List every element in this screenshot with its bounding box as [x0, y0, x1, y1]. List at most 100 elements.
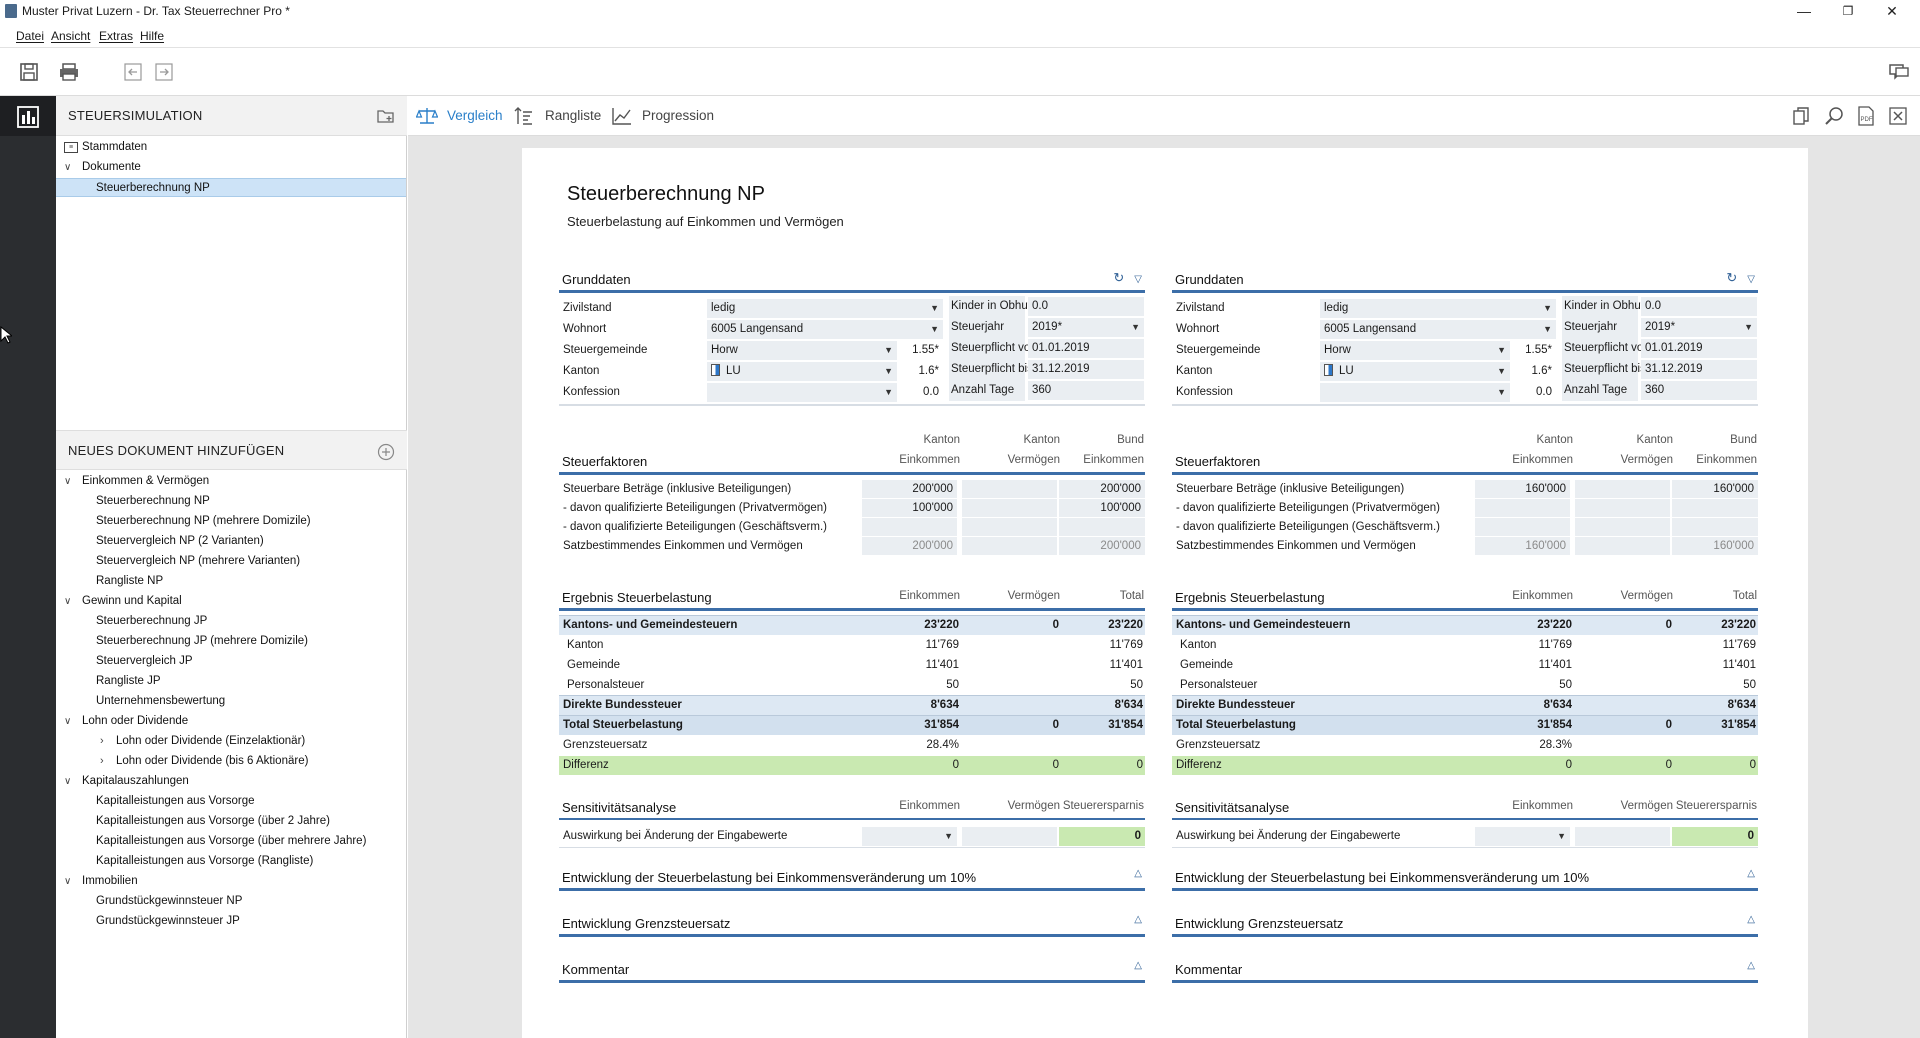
input-field[interactable]: 2019* ▼: [1028, 318, 1144, 337]
refresh-icon[interactable]: ↻: [1726, 270, 1738, 285]
tree-item[interactable]: Rangliste JP: [56, 672, 406, 691]
select-field[interactable]: ledig ▼: [707, 299, 943, 318]
amount-input[interactable]: [1575, 537, 1670, 555]
dropdown-icon[interactable]: ▽: [1134, 274, 1142, 285]
tree-item[interactable]: › Lohn oder Dividende (Einzelaktionär): [56, 732, 406, 751]
print-icon[interactable]: [58, 62, 80, 84]
tree-item[interactable]: Rangliste NP: [56, 572, 406, 591]
collapse-icon[interactable]: △: [1747, 914, 1755, 925]
chevron-right-icon[interactable]: ›: [100, 755, 104, 767]
tree-item[interactable]: Steuerberechnung JP (mehrere Domizile): [56, 632, 406, 651]
add-circle-icon[interactable]: [377, 443, 395, 461]
tree-item[interactable]: Kapitalleistungen aus Vorsorge (über meh…: [56, 832, 406, 851]
multiplier-value[interactable]: 0.0: [1514, 383, 1556, 402]
amount-input[interactable]: [962, 537, 1057, 555]
collapse-icon[interactable]: △: [1134, 868, 1142, 879]
select-field[interactable]: ▼: [707, 383, 897, 402]
amount-input[interactable]: 160'000: [1475, 480, 1570, 498]
amount-input[interactable]: [1059, 518, 1145, 536]
add-folder-icon[interactable]: [377, 108, 395, 124]
tab-rangliste[interactable]: Rangliste: [545, 108, 602, 123]
tab-progression[interactable]: Progression: [642, 108, 715, 123]
save-icon[interactable]: [18, 62, 40, 84]
select-field[interactable]: LU ▼: [1320, 362, 1510, 381]
multiplier-value[interactable]: 1.6*: [901, 362, 943, 381]
copy-document-icon[interactable]: [1792, 106, 1812, 126]
chat-icon[interactable]: [1888, 62, 1910, 84]
chevron-down-icon[interactable]: ∨: [64, 596, 72, 607]
select-field[interactable]: Horw ▼: [707, 341, 897, 360]
back-arrow-icon[interactable]: [122, 62, 144, 84]
input-field[interactable]: 2019* ▼: [1641, 318, 1757, 337]
sensitivity-input[interactable]: [1575, 827, 1670, 846]
amount-input[interactable]: [962, 518, 1057, 536]
amount-input[interactable]: 160'000: [1475, 537, 1570, 555]
sensitivity-input[interactable]: [962, 827, 1057, 846]
amount-input[interactable]: [1475, 499, 1570, 517]
input-field[interactable]: 360: [1028, 381, 1144, 400]
amount-input[interactable]: 160'000: [1672, 480, 1758, 498]
chevron-down-icon[interactable]: ∨: [64, 476, 72, 487]
chevron-down-icon[interactable]: ∨: [64, 716, 72, 727]
tree-item[interactable]: Grundstückgewinnsteuer JP: [56, 912, 406, 931]
amount-input[interactable]: [1475, 518, 1570, 536]
chevron-down-icon[interactable]: ∨: [64, 776, 72, 787]
input-field[interactable]: 31.12.2019: [1028, 360, 1144, 379]
chevron-right-icon[interactable]: ›: [100, 735, 104, 747]
multiplier-value[interactable]: 0.0: [901, 383, 943, 402]
tree-item[interactable]: Steuerberechnung NP (mehrere Domizile): [56, 512, 406, 531]
tree-item[interactable]: Unternehmensbewertung: [56, 692, 406, 711]
select-field[interactable]: LU ▼: [707, 362, 897, 381]
amount-input[interactable]: [1672, 499, 1758, 517]
input-field[interactable]: 0.0: [1028, 297, 1144, 316]
amount-input[interactable]: [1575, 480, 1670, 498]
chevron-down-icon[interactable]: ∨: [64, 876, 72, 887]
amount-input[interactable]: [962, 499, 1057, 517]
tree-item[interactable]: Steuervergleich JP: [56, 652, 406, 671]
input-field[interactable]: 31.12.2019: [1641, 360, 1757, 379]
tree-item[interactable]: Steuervergleich NP (2 Varianten): [56, 532, 406, 551]
tree-item[interactable]: Kapitalleistungen aus Vorsorge (Ranglist…: [56, 852, 406, 871]
amount-input[interactable]: 100'000: [1059, 499, 1145, 517]
refresh-icon[interactable]: ↻: [1113, 270, 1125, 285]
amount-input[interactable]: 200'000: [1059, 537, 1145, 555]
multiplier-value[interactable]: 1.6*: [1514, 362, 1556, 381]
menu-ansicht[interactable]: Ansicht: [51, 29, 91, 43]
input-field[interactable]: 0.0: [1641, 297, 1757, 316]
minimize-icon[interactable]: —: [1797, 3, 1811, 19]
sensitivity-select[interactable]: ▼: [862, 827, 957, 846]
chevron-down-icon[interactable]: ∨: [64, 162, 72, 173]
amount-input[interactable]: 200'000: [1059, 480, 1145, 498]
menu-datei[interactable]: Datei: [16, 29, 45, 43]
tree-item[interactable]: Kapitalleistungen aus Vorsorge: [56, 792, 406, 811]
multiplier-value[interactable]: 1.55*: [901, 341, 943, 360]
nav-active-item[interactable]: [0, 96, 56, 136]
collapse-icon[interactable]: △: [1747, 960, 1755, 971]
collapsible-section-title[interactable]: Kommentar: [1175, 962, 1243, 977]
menu-hilfe[interactable]: Hilfe: [140, 29, 165, 43]
collapsible-section-title[interactable]: Entwicklung Grenzsteuersatz: [562, 916, 731, 931]
select-field[interactable]: 6005 Langensand ▼: [707, 320, 943, 339]
forward-arrow-icon[interactable]: [153, 62, 175, 84]
select-field[interactable]: ▼: [1320, 383, 1510, 402]
tree-item[interactable]: Kapitalleistungen aus Vorsorge (über 2 J…: [56, 812, 406, 831]
tree-item[interactable]: Steuerberechnung NP: [56, 492, 406, 511]
tree-item[interactable]: ∨ Gewinn und Kapital: [56, 592, 406, 611]
amount-input[interactable]: 200'000: [862, 480, 957, 498]
amount-input[interactable]: [1575, 518, 1670, 536]
tab-vergleich[interactable]: Vergleich: [447, 108, 503, 123]
input-field[interactable]: 01.01.2019: [1028, 339, 1144, 358]
restore-icon[interactable]: ❐: [1842, 4, 1854, 18]
collapsible-section-title[interactable]: Entwicklung der Steuerbelastung bei Eink…: [562, 870, 977, 885]
input-field[interactable]: 01.01.2019: [1641, 339, 1757, 358]
tree-item[interactable]: Steuerberechnung JP: [56, 612, 406, 631]
amount-input[interactable]: [1672, 518, 1758, 536]
tree-item[interactable]: Steuerberechnung NP: [56, 178, 406, 197]
collapsible-section-title[interactable]: Entwicklung Grenzsteuersatz: [1175, 916, 1344, 931]
collapse-icon[interactable]: △: [1134, 960, 1142, 971]
menu-extras[interactable]: Extras: [99, 29, 134, 43]
amount-input[interactable]: 200'000: [862, 537, 957, 555]
amount-input[interactable]: [862, 518, 957, 536]
tree-item[interactable]: ∨ Kapitalauszahlungen: [56, 772, 406, 791]
amount-input[interactable]: 100'000: [862, 499, 957, 517]
